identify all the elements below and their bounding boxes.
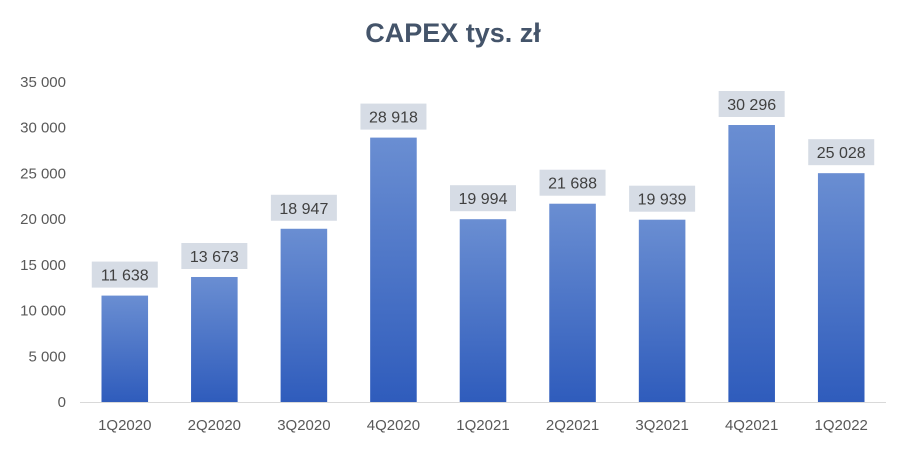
- data-label-box: [539, 169, 606, 196]
- data-label-box: [629, 185, 696, 212]
- data-label-box: [718, 91, 785, 118]
- data-label-box: [360, 103, 427, 130]
- bar: [191, 276, 238, 402]
- y-tick-label: 15 000: [20, 257, 66, 274]
- data-label-box: [270, 194, 337, 221]
- x-axis: 1Q2020 2Q2020 3Q2020 4Q2020 1Q2021 2Q2021 3Q20…: [98, 417, 868, 434]
- x-tick-label: 4Q2021: [725, 417, 778, 434]
- x-tick-label: 1Q2022: [815, 417, 868, 434]
- bar: [459, 219, 507, 402]
- bar: [280, 228, 328, 402]
- data-label-box: [91, 261, 158, 288]
- y-tick-label: 25 000: [20, 165, 66, 182]
- y-tick-label: 20 000: [20, 211, 66, 228]
- data-label: 30 296: [727, 97, 776, 114]
- x-tick-label: 1Q2021: [456, 417, 509, 434]
- x-tick-label: 4Q2020: [367, 417, 420, 434]
- y-axis: 0 5 000 10 000 15 000 20 000 25 000 30 000 35 0…: [20, 74, 66, 411]
- x-tick-label: 2Q2020: [188, 417, 241, 434]
- bar: [728, 125, 775, 403]
- x-tick-label: 3Q2021: [635, 417, 688, 434]
- data-label-box: [450, 185, 516, 212]
- bars: [101, 125, 865, 403]
- data-labels: 11 638 13 673 18 947 28 918 19 994 21 688 19 9…: [91, 91, 875, 288]
- x-tick-label: 2Q2021: [546, 417, 599, 434]
- y-tick-label: 0: [58, 394, 66, 411]
- bar: [101, 295, 149, 402]
- data-label: 19 994: [459, 191, 508, 208]
- data-label-box: [181, 242, 248, 269]
- x-tick-label: 3Q2020: [277, 417, 330, 434]
- data-label: 21 688: [548, 176, 597, 193]
- chart-title: CAPEX tys. zł: [365, 18, 541, 48]
- data-label-box: [808, 139, 875, 166]
- data-label: 18 947: [279, 201, 328, 218]
- data-label: 19 939: [638, 192, 687, 209]
- y-tick-label: 10 000: [20, 303, 66, 320]
- bar: [638, 219, 686, 402]
- data-label: 25 028: [817, 145, 866, 162]
- x-tick-label: 1Q2020: [98, 417, 151, 434]
- bar: [549, 203, 596, 402]
- data-label: 28 918: [369, 110, 418, 127]
- bar: [817, 173, 865, 402]
- data-label: 11 638: [101, 268, 149, 285]
- y-tick-label: 35 000: [20, 74, 66, 91]
- y-tick-label: 30 000: [20, 120, 66, 137]
- bar: [370, 137, 417, 402]
- y-tick-label: 5 000: [28, 348, 66, 365]
- data-label: 13 673: [190, 249, 239, 266]
